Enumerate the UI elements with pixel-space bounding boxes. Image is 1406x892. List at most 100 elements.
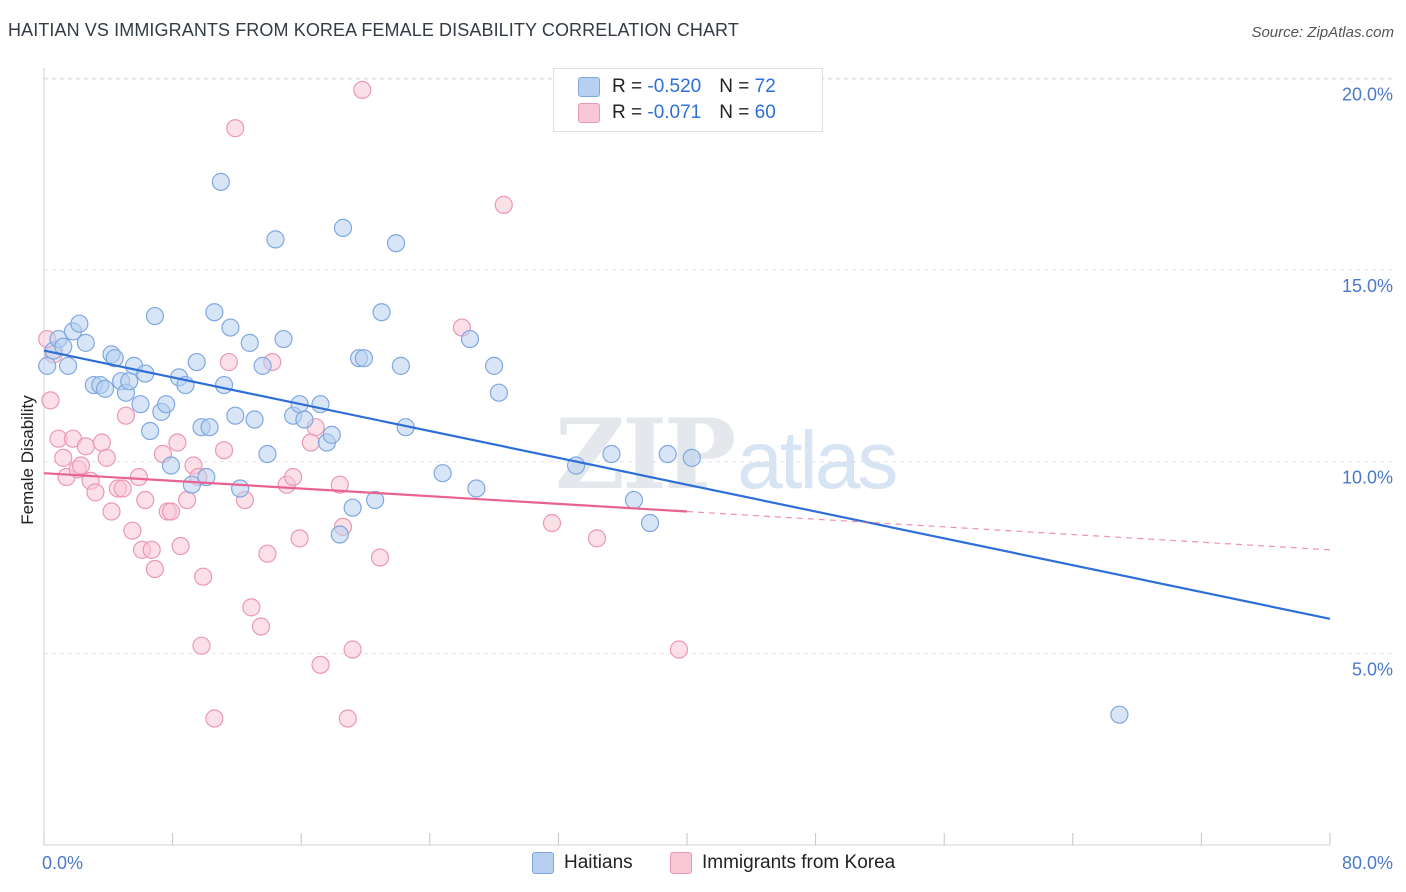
- y-tick-label: 20.0%: [1342, 84, 1393, 104]
- data-point-haitians: [157, 395, 176, 414]
- data-point-haitians: [682, 448, 701, 467]
- data-point-korea: [587, 529, 607, 548]
- data-point-haitians: [95, 379, 115, 398]
- axes: [43, 68, 1331, 846]
- data-point-haitians: [120, 372, 139, 391]
- data-point-haitians: [200, 418, 219, 437]
- data-point-haitians: [59, 356, 78, 375]
- watermark-zip: ZIP: [555, 398, 736, 511]
- data-point-haitians: [391, 356, 410, 375]
- watermark: ZIPatlas: [555, 398, 898, 511]
- x-tick-label: 0.0%: [42, 853, 83, 873]
- bottom-legend-label-haitians: Haitians: [564, 852, 633, 873]
- data-point-haitians: [295, 410, 314, 429]
- data-point-korea: [214, 441, 234, 460]
- data-point-korea: [669, 640, 689, 659]
- data-point-haitians: [205, 303, 224, 322]
- gridlines: [44, 77, 1394, 654]
- data-point-haitians: [211, 172, 230, 191]
- data-point-korea: [145, 559, 165, 579]
- y-tick-label: 15.0%: [1342, 276, 1393, 296]
- data-point-korea: [192, 636, 211, 655]
- legend-row-korea: R = -0.071 N = 60: [578, 101, 776, 125]
- data-point-korea: [136, 490, 155, 510]
- legend-r-label: R =: [612, 76, 648, 97]
- data-point-haitians: [433, 464, 452, 483]
- data-point-haitians: [145, 306, 165, 326]
- legend-r-label: R =: [612, 102, 648, 123]
- data-point-korea: [251, 617, 271, 636]
- trend-line-haitians: [43, 349, 1331, 620]
- legend-r-value: -0.520: [647, 76, 702, 97]
- data-point-haitians: [187, 352, 206, 372]
- data-point-korea: [330, 475, 349, 494]
- y-axis-title: Female Disability: [18, 395, 37, 525]
- data-point-korea: [142, 540, 161, 559]
- data-point-korea: [161, 502, 181, 521]
- data-point-korea: [226, 119, 245, 138]
- data-point-korea: [311, 655, 330, 674]
- y-tick-label: 10.0%: [1342, 468, 1393, 488]
- trend-line-korea: [43, 472, 688, 513]
- data-point-haitians: [1110, 705, 1129, 724]
- legend-n-label: N =: [719, 76, 755, 97]
- data-point-korea: [76, 437, 95, 456]
- data-point-korea: [258, 544, 277, 563]
- data-point-haitians: [214, 375, 234, 395]
- legend-swatch-haitians: [578, 77, 600, 97]
- data-point-korea: [123, 521, 142, 540]
- data-point-haitians: [343, 498, 362, 517]
- data-point-korea: [97, 448, 116, 467]
- data-point-korea: [54, 448, 73, 467]
- legend-box: R = -0.520 N = 72 R = -0.071 N = 60: [553, 68, 823, 132]
- data-point-korea: [494, 195, 513, 214]
- data-point-korea: [242, 598, 261, 617]
- tick-labels: 5.0% 10.0% 15.0% 20.0% 0.0% 80.0%: [42, 84, 1393, 873]
- data-point-haitians: [602, 444, 621, 464]
- data-point-korea: [301, 433, 320, 452]
- data-point-haitians: [197, 467, 216, 487]
- data-point-korea: [177, 490, 197, 510]
- legend-r-value: -0.071: [647, 102, 702, 123]
- source-label: Source: ZipAtlas.com: [1251, 24, 1394, 41]
- data-point-haitians: [253, 356, 272, 375]
- data-point-haitians: [333, 218, 353, 237]
- data-point-haitians: [70, 314, 89, 333]
- data-point-korea: [194, 567, 213, 586]
- data-point-haitians: [105, 349, 124, 368]
- data-point-haitians: [182, 475, 201, 494]
- data-point-korea: [92, 433, 111, 452]
- x-tick-label: 80.0%: [1342, 853, 1393, 873]
- bottom-legend-swatch-haitians: [532, 852, 554, 874]
- data-point-korea: [41, 391, 60, 410]
- data-point-korea: [353, 80, 372, 99]
- data-point-korea: [542, 513, 562, 533]
- bottom-legend-label-korea: Immigrants from Korea: [702, 852, 896, 873]
- data-point-haitians: [366, 490, 385, 510]
- data-point-haitians: [274, 329, 293, 349]
- trend-line-korea-extrapolated: [686, 510, 1331, 551]
- data-point-haitians: [467, 479, 486, 498]
- data-point-haitians: [161, 456, 181, 475]
- data-point-korea: [343, 640, 362, 659]
- data-point-korea: [284, 467, 303, 487]
- data-point-haitians: [226, 406, 245, 425]
- data-point-haitians: [38, 356, 57, 375]
- data-point-korea: [129, 467, 148, 487]
- data-point-haitians: [140, 421, 160, 441]
- data-point-korea: [102, 502, 121, 521]
- legend-swatch-korea: [578, 103, 600, 123]
- data-point-haitians: [372, 303, 391, 322]
- data-point-haitians: [231, 479, 250, 498]
- bottom-legend-korea: Immigrants from Korea: [670, 852, 895, 874]
- data-point-korea: [116, 406, 136, 425]
- y-tick-label: 5.0%: [1352, 659, 1393, 679]
- data-point-haitians: [489, 383, 509, 402]
- legend-row-haitians: R = -0.520 N = 72: [578, 75, 776, 99]
- data-point-korea: [171, 536, 190, 556]
- data-point-korea: [113, 479, 132, 498]
- data-point-haitians: [258, 444, 277, 464]
- data-point-haitians: [386, 234, 406, 253]
- series-haitians: [38, 172, 1129, 724]
